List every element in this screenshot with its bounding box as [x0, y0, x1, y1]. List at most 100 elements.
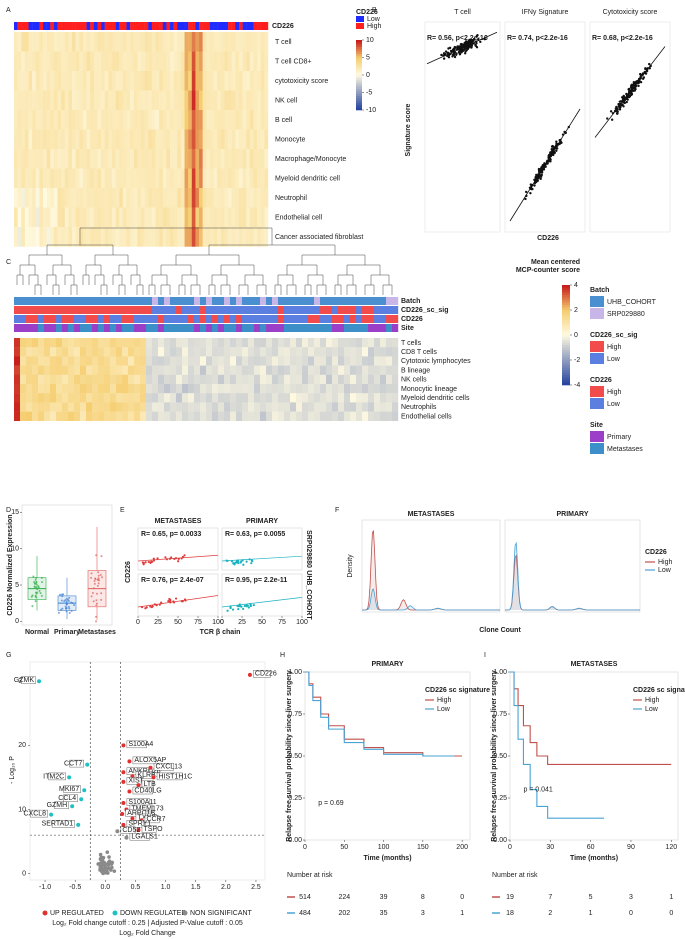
heat-cell	[17, 71, 22, 91]
heat-cell	[68, 356, 75, 366]
heat-cell	[146, 411, 153, 421]
heat-cell	[50, 110, 55, 130]
gene-label-box	[120, 826, 136, 834]
annotation-cell	[260, 297, 267, 305]
heat-cell	[220, 207, 225, 228]
tick-label: 0.00	[493, 837, 507, 844]
annotation-cell	[62, 297, 69, 305]
gene-label-box	[132, 786, 153, 795]
point	[235, 560, 239, 563]
heat-cell	[266, 338, 273, 348]
heat-cell	[290, 347, 297, 357]
annotation-cell	[368, 324, 375, 332]
heat-cell	[50, 32, 55, 52]
heat-cell	[248, 411, 255, 421]
annotation-cell	[212, 315, 219, 323]
tick-label: 0.75	[288, 711, 302, 718]
heat-cell	[278, 365, 285, 375]
heat-cell	[72, 71, 76, 91]
heat-cell	[166, 71, 171, 91]
heat-cell	[228, 129, 232, 150]
heat-cell	[75, 51, 80, 72]
heat-cell	[82, 227, 87, 247]
heat-cell	[230, 338, 237, 348]
heat-cell	[101, 227, 105, 247]
plot-frame	[29, 661, 266, 881]
heat-cell	[218, 411, 225, 421]
point	[95, 604, 98, 607]
point	[644, 67, 647, 70]
heat-cell	[115, 168, 120, 189]
annotation-cell	[38, 306, 45, 314]
row-label: Macrophage/Monocyte	[275, 156, 346, 163]
heat-cell	[332, 384, 339, 394]
color-bar	[356, 79, 362, 83]
legend-label: High	[437, 697, 452, 704]
heat-cell	[296, 365, 303, 375]
dendrogram	[175, 254, 240, 265]
heat-cell	[108, 207, 113, 228]
annotation-cell	[20, 297, 27, 305]
heat-cell	[79, 51, 84, 72]
heat-cell	[206, 71, 211, 91]
heat-cell	[126, 32, 131, 52]
heat-cell	[224, 188, 229, 208]
heat-cell	[93, 71, 98, 91]
heat-cell	[238, 188, 243, 208]
heat-cell	[224, 32, 229, 52]
heat-cell	[206, 374, 213, 385]
heat-cell	[46, 90, 51, 111]
heat-cell	[254, 365, 261, 375]
heat-cell	[177, 188, 182, 208]
heat-cell	[242, 356, 249, 366]
heat-cell	[212, 374, 219, 385]
heat-cell	[380, 347, 387, 357]
heat-cell	[212, 365, 219, 375]
annotation-cell	[56, 324, 63, 332]
heat-cell	[72, 129, 76, 150]
heat-cell	[90, 110, 95, 130]
heat-cell	[224, 149, 229, 169]
point	[95, 554, 98, 557]
point	[610, 118, 614, 121]
heat-cell	[44, 356, 51, 366]
tick-label: -1.0	[39, 884, 51, 891]
heat-cell	[326, 365, 333, 375]
heat-cell	[162, 51, 167, 72]
annotation-cell	[170, 306, 177, 314]
point	[626, 98, 629, 101]
point	[65, 600, 68, 603]
heat-cell	[266, 365, 273, 375]
survival-curve	[305, 671, 455, 757]
heat-cell	[128, 338, 135, 348]
heat-cell	[164, 338, 171, 348]
heat-cell	[235, 227, 240, 247]
heat-cell	[202, 32, 207, 52]
heat-cell	[86, 149, 91, 169]
heat-cell	[356, 347, 363, 357]
heat-cell	[272, 374, 279, 385]
annotation-cell	[164, 324, 171, 332]
heat-cell	[257, 149, 261, 169]
heat-cell	[224, 168, 229, 189]
annotation-cell	[260, 324, 267, 332]
dendrogram	[85, 264, 102, 275]
heat-cell	[98, 402, 105, 412]
point	[152, 557, 155, 560]
annotation-cell	[177, 22, 182, 30]
annotation-cell	[26, 306, 33, 314]
heat-cell	[228, 51, 232, 72]
heat-cell	[137, 149, 142, 169]
heat-cell	[97, 32, 102, 52]
point	[110, 860, 115, 865]
heat-cell	[57, 149, 62, 169]
plot-frame	[221, 527, 303, 571]
heat-cell	[104, 71, 109, 91]
axis-label: CD226	[125, 561, 132, 583]
heat-cell	[260, 207, 265, 228]
point	[59, 593, 62, 596]
heat-cell	[140, 411, 147, 421]
point	[68, 596, 71, 599]
point	[33, 585, 36, 588]
point	[98, 868, 102, 872]
